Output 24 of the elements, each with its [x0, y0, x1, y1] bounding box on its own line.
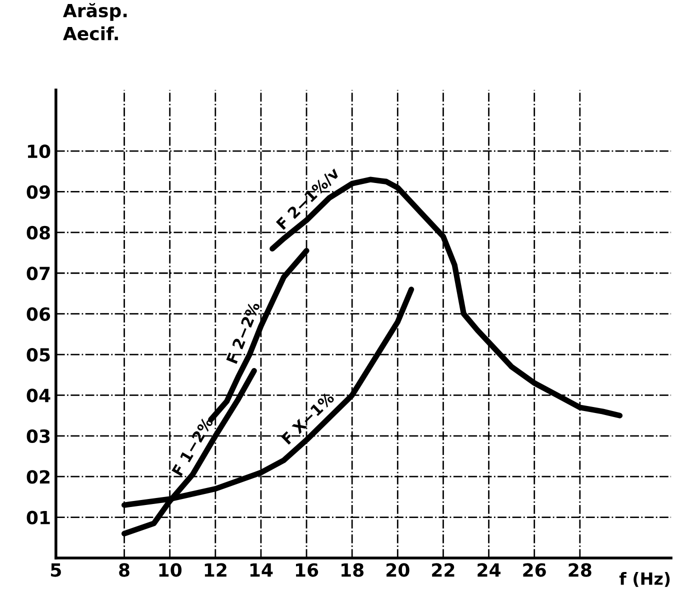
x-tick-label: 28	[568, 563, 592, 577]
x-tick-label: 14	[250, 563, 273, 577]
x-axis-title: f (Hz)	[619, 572, 670, 587]
x-tick-label: 26	[523, 563, 546, 577]
y-tick-label: 02	[26, 470, 50, 484]
y-tick-label: 09	[26, 185, 50, 199]
y-axis-title: Arăsp. Aecif.	[62, 3, 127, 40]
x-tick-label: 16	[296, 563, 318, 577]
x-tick-label: 5	[51, 563, 61, 577]
x-tick-label: 18	[342, 563, 364, 577]
y-tick-label: 10	[28, 144, 50, 158]
y-tick-label: 08	[26, 226, 50, 240]
x-tick-label: 22	[432, 563, 454, 577]
y-tick-label: 05	[26, 348, 50, 362]
x-tick-label: 24	[478, 563, 501, 577]
y-tick-label: 04	[26, 388, 50, 402]
x-tick-label: 8	[119, 563, 130, 577]
y-tick-label: 06	[26, 307, 50, 321]
x-tick-label: 12	[204, 563, 226, 577]
y-tick-label: 03	[26, 429, 50, 444]
y-tick-label: 07	[26, 266, 50, 280]
x-tick-label: 20	[386, 563, 410, 577]
y-tick-label: 01	[26, 510, 50, 524]
x-tick-label: 10	[159, 563, 182, 577]
